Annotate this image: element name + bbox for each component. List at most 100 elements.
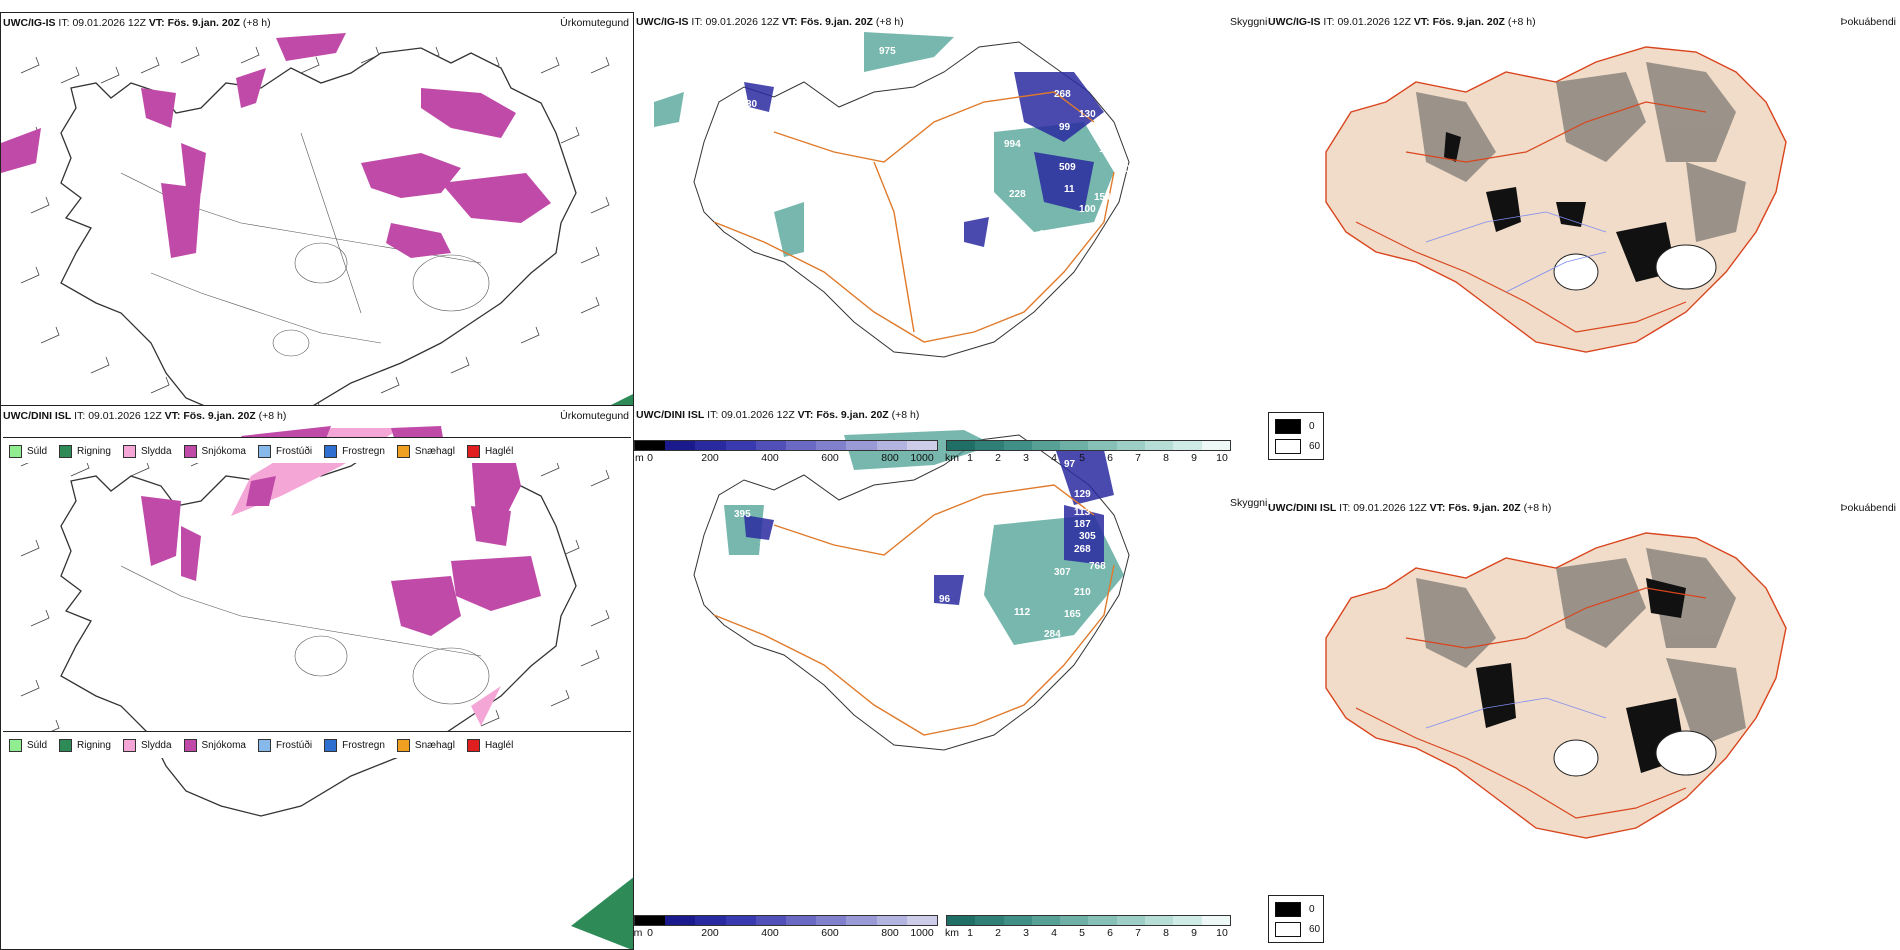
legend-item: Slydda	[122, 444, 172, 458]
svg-text:100: 100	[1079, 204, 1096, 215]
legend-swatch	[9, 738, 22, 752]
panel-title: Úrkomutegund	[560, 410, 629, 422]
precip-map	[20, 426, 633, 949]
svg-text:228: 228	[1009, 189, 1026, 200]
legend-swatch	[396, 444, 410, 458]
legend-item: Snæhagl	[396, 738, 455, 752]
terrain-colorbar	[634, 440, 938, 451]
panel-header: UWC/DINI ISL IT: 09.01.2026 12Z VT: Fös.…	[636, 409, 920, 421]
svg-text:305: 305	[1079, 531, 1096, 542]
legend-item: Snjókoma	[183, 738, 246, 752]
visibility-scale: km 1 2 3 4 5 6 7 8 9 10	[945, 915, 1231, 947]
svg-text:130: 130	[1079, 109, 1096, 120]
legend-swatch	[183, 738, 197, 752]
svg-text:768: 768	[1089, 561, 1106, 572]
svg-text:268: 268	[1074, 544, 1091, 555]
legend-item: Frostregn	[324, 738, 385, 752]
cloud-legend-bottom: 0 60	[1268, 895, 1324, 943]
svg-text:113: 113	[1074, 507, 1091, 518]
svg-text:30: 30	[746, 99, 758, 110]
cloud-panel-top: UWC/IG-IS IT: 09.01.2026 12Z VT: Fös. 9.…	[1266, 12, 1900, 464]
precip-legend: Súld Rigning Slydda Snjókoma Frostúði Fr…	[3, 437, 631, 463]
legend-item: Slydda	[122, 738, 172, 752]
svg-text:99: 99	[1059, 122, 1071, 133]
svg-text:187: 187	[1074, 519, 1091, 530]
legend-item: Súld	[9, 444, 47, 458]
legend-swatch	[466, 444, 480, 458]
legend-item: Snæhagl	[396, 444, 455, 458]
svg-text:1001: 1001	[934, 214, 957, 225]
svg-text:102: 102	[1039, 229, 1056, 240]
cloud-panel-bottom: UWC/DINI ISL IT: 09.01.2026 12Z VT: Fös.…	[1266, 498, 1900, 950]
legend-item: Súld	[9, 738, 47, 752]
panel-title: Þokuábendi	[1840, 502, 1896, 514]
visibility-title: Skyggni	[1230, 497, 1268, 509]
svg-text:210: 210	[1074, 587, 1091, 598]
svg-text:97: 97	[1064, 459, 1076, 470]
visibility-title: Skyggni	[1230, 16, 1268, 28]
svg-text:860: 860	[1104, 94, 1121, 105]
cloud-legend-top: 0 60	[1268, 412, 1324, 460]
legend-swatch	[122, 738, 136, 752]
legend-item: Frostúði	[257, 444, 312, 458]
terrain-colorbar	[634, 915, 938, 926]
svg-text:247: 247	[729, 69, 746, 80]
legend-item: Frostregn	[324, 444, 385, 458]
legend-swatch	[257, 738, 271, 752]
legend-item: Rigning	[59, 444, 111, 458]
svg-text:395: 395	[734, 509, 751, 520]
visibility-map: 975 247 30 301 1001 994 268 99 152 509 2…	[654, 32, 1136, 358]
svg-text:975: 975	[879, 46, 896, 57]
panel-header: UWC/DINI ISL IT: 09.01.2026 12Z VT: Fös.…	[3, 410, 287, 422]
legend-swatch	[122, 444, 136, 458]
panel-header: UWC/IG-IS IT: 09.01.2026 12Z VT: Fös. 9.…	[636, 16, 904, 28]
visibility-map-bottom-wrap: UWC/DINI ISL IT: 09.01.2026 12Z VT: Fös.…	[634, 405, 1234, 950]
svg-text:11: 11	[1064, 184, 1075, 195]
legend-swatch	[324, 444, 338, 458]
visibility-colorbar	[946, 440, 1231, 451]
legend-swatch	[9, 444, 22, 458]
visibility-map: 395 110 96 97 129 113 187 305 268 768 30…	[693, 430, 1130, 751]
snow-areas	[1, 33, 551, 258]
cloud-map	[1325, 46, 1787, 353]
panel-title: Þokuábendi	[1840, 16, 1896, 28]
precip-legend: Súld Rigning Slydda Snjókoma Frostúði Fr…	[3, 731, 631, 758]
svg-text:300: 300	[1119, 164, 1136, 175]
panel-header: UWC/IG-IS IT: 09.01.2026 12Z VT: Fös. 9.…	[1268, 16, 1536, 28]
visibility-scale: km 1 2 3 4 5 6 7 8 9 10	[945, 440, 1231, 464]
svg-text:165: 165	[1064, 609, 1081, 620]
svg-text:154: 154	[1094, 192, 1111, 203]
svg-text:129: 129	[1074, 489, 1091, 500]
legend-item: Haglél	[466, 738, 513, 752]
legend-swatch	[396, 738, 410, 752]
svg-text:509: 509	[1059, 162, 1076, 173]
legend-item: Haglél	[466, 444, 513, 458]
svg-text:152: 152	[1099, 144, 1116, 155]
panel-header: UWC/IG-IS IT: 09.01.2026 12Z VT: Fös. 9.…	[3, 17, 271, 29]
legend-item: Rigning	[59, 738, 111, 752]
precip-panel-top: UWC/IG-IS IT: 09.01.2026 12Z VT: Fös. 9.…	[0, 12, 634, 464]
svg-text:994: 994	[1004, 139, 1021, 150]
svg-text:301: 301	[734, 154, 751, 165]
legend-swatch	[324, 738, 338, 752]
legend-swatch	[59, 738, 73, 752]
cloud-map	[1325, 532, 1787, 839]
legend-swatch	[59, 444, 73, 458]
terrain-scale: m 0 200 400 600 800 1000	[634, 440, 938, 464]
visibility-values: 975 247 30 301 1001 994 268 99 152 509 2…	[729, 46, 1136, 240]
legend-item: Frostúði	[257, 738, 312, 752]
panel-header: UWC/DINI ISL IT: 09.01.2026 12Z VT: Fös.…	[1268, 502, 1552, 514]
legend-swatch	[257, 444, 271, 458]
visibility-values: 395 110 96 97 129 113 187 305 268 768 30…	[734, 459, 1106, 640]
svg-text:112: 112	[1014, 607, 1031, 618]
svg-text:284: 284	[1044, 629, 1061, 640]
legend-swatch	[183, 444, 197, 458]
visibility-panel-top: UWC/IG-IS IT: 09.01.2026 12Z VT: Fös. 9.…	[634, 12, 1234, 464]
svg-text:96: 96	[939, 594, 951, 605]
svg-text:110: 110	[759, 540, 776, 551]
visibility-colorbar	[946, 915, 1231, 926]
legend-swatch	[466, 738, 480, 752]
precip-map	[1, 33, 633, 463]
legend-item: Snjókoma	[183, 444, 246, 458]
svg-text:268: 268	[1054, 89, 1071, 100]
